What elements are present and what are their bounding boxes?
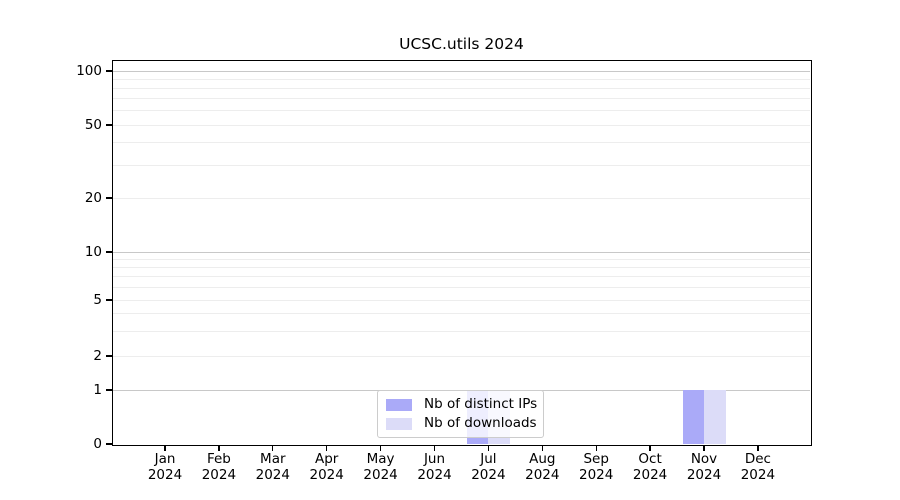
legend-swatch-nb-of-downloads	[386, 417, 412, 430]
gridline-minor-7	[113, 276, 810, 278]
x-tick-may	[379, 445, 382, 451]
gridline-minor-5	[113, 299, 810, 301]
y-tick-100	[106, 70, 112, 72]
gridline-minor-8	[113, 266, 810, 268]
legend: Nb of distinct IPs Nb of downloads	[377, 390, 544, 438]
plot-border	[111, 59, 812, 446]
x-tick-dec	[757, 445, 759, 451]
legend-item-nb-of-downloads: Nb of downloads	[386, 415, 537, 432]
y-tick-label-20: 20	[84, 189, 102, 206]
gridline-minor-20	[113, 197, 810, 199]
bar-nb-of-distinct-ips-nov	[682, 390, 704, 444]
y-tick-label-0: 0	[93, 435, 102, 452]
gridline-minor-30	[113, 165, 810, 167]
x-tick-aug	[541, 445, 543, 451]
y-tick-50	[106, 124, 112, 126]
gridline-minor-3	[113, 330, 810, 332]
y-tick-2	[106, 355, 112, 357]
gridline-minor-40	[113, 142, 810, 144]
legend-swatch-nb-of-distinct-ips	[386, 398, 412, 411]
chart-title: UCSC.utils 2024	[399, 35, 524, 53]
x-tick-label-jan: Jan 2024	[147, 451, 183, 483]
gridline-minor-70	[113, 98, 810, 100]
y-tick-label-5: 5	[93, 291, 102, 308]
x-tick-label-may: May 2024	[363, 451, 398, 483]
y-tick-label-50: 50	[84, 116, 102, 133]
gridline-major-10	[113, 251, 810, 253]
y-tick-10	[106, 251, 112, 253]
x-tick-sep	[595, 445, 597, 451]
gridline-minor-50	[113, 124, 810, 126]
gridline-minor-80	[113, 87, 810, 89]
gridline-minor-4	[113, 313, 810, 315]
x-tick-label-nov: Nov 2024	[686, 451, 722, 483]
x-tick-jul	[487, 445, 490, 451]
x-tick-label-aug: Aug 2024	[525, 451, 560, 483]
x-tick-label-feb: Feb 2024	[201, 451, 237, 483]
x-tick-mar	[272, 445, 274, 451]
gridline-minor-6	[113, 286, 810, 288]
gridline-minor-60	[113, 110, 810, 112]
y-tick-20	[106, 197, 112, 199]
y-tick-1	[106, 389, 112, 391]
y-tick-label-1: 1	[93, 381, 102, 398]
x-tick-label-sep: Sep 2024	[579, 451, 614, 483]
y-tick-label-100: 100	[76, 62, 102, 79]
x-tick-label-mar: Mar 2024	[255, 451, 290, 483]
legend-label-nb-of-distinct-ips: Nb of distinct IPs	[424, 396, 538, 412]
legend-item-nb-of-distinct-ips: Nb of distinct IPs	[386, 396, 538, 413]
y-tick-0	[106, 443, 112, 445]
x-tick-label-dec: Dec 2024	[740, 451, 776, 483]
x-tick-feb	[218, 445, 220, 451]
gridline-major-100	[113, 70, 810, 72]
legend-label-nb-of-downloads: Nb of downloads	[424, 415, 537, 431]
gridline-minor-90	[113, 78, 810, 80]
gridline-minor-9	[113, 258, 810, 260]
x-tick-jun	[433, 445, 436, 451]
x-tick-label-jun: Jun 2024	[417, 451, 452, 483]
gridline-minor-2	[113, 355, 810, 357]
y-tick-label-10: 10	[84, 243, 102, 260]
x-tick-nov	[703, 445, 705, 451]
x-tick-apr	[326, 445, 328, 451]
x-tick-jan	[164, 445, 166, 451]
x-tick-label-apr: Apr 2024	[309, 451, 344, 483]
bar-nb-of-downloads-nov	[704, 390, 726, 444]
x-tick-label-oct: Oct 2024	[632, 451, 668, 483]
x-tick-oct	[649, 445, 651, 451]
y-tick-5	[106, 299, 112, 301]
x-tick-label-jul: Jul 2024	[471, 451, 506, 483]
y-tick-label-2: 2	[93, 347, 102, 364]
